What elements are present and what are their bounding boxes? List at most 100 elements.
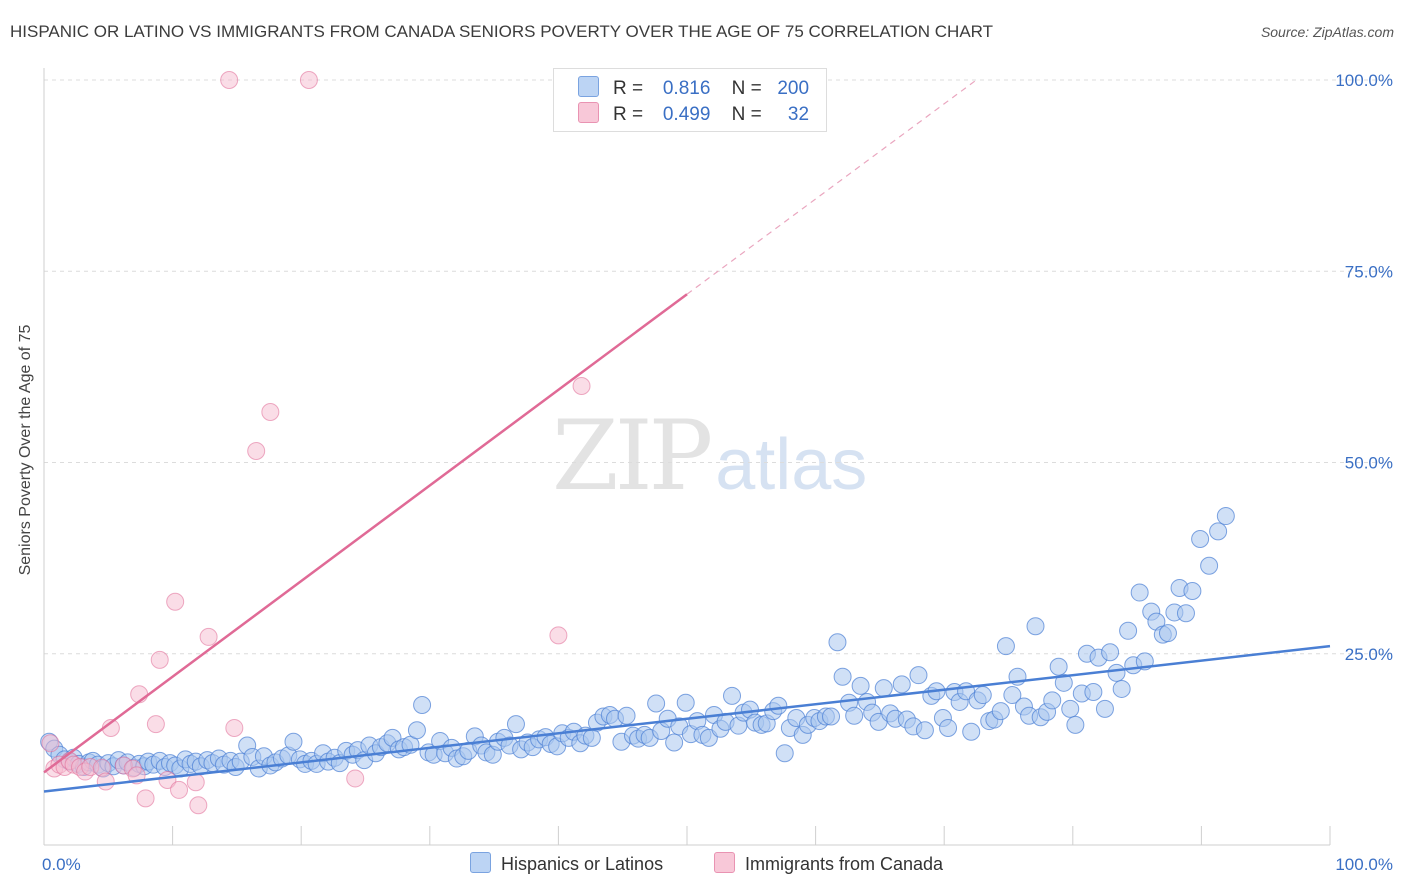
data-point-canada (199, 627, 218, 646)
watermark-zip: ZIP (552, 400, 713, 512)
data-point-canada (166, 592, 185, 611)
bottom-legend-canada: Immigrants from Canada (714, 852, 943, 875)
legend-r-label: R = (613, 78, 644, 99)
data-point-hispanics (1191, 530, 1210, 548)
data-point-hispanics (1183, 582, 1202, 601)
series-canada-points (41, 71, 591, 815)
legend-n-label: N = (731, 78, 762, 99)
data-point-hispanics (769, 696, 788, 715)
data-point-hispanics (1158, 624, 1177, 643)
data-point-hispanics (775, 744, 794, 763)
watermark: ZIPatlas (552, 400, 867, 512)
data-point-hispanics (996, 637, 1015, 656)
data-point-hispanics (1026, 617, 1045, 636)
data-point-hispanics (1049, 657, 1068, 676)
y-tick-label: 75.0% (1345, 262, 1393, 281)
data-point-canada (146, 715, 165, 734)
data-point-hispanics (851, 676, 870, 695)
legend-swatch-blue (578, 76, 599, 97)
data-point-canada (136, 789, 155, 808)
legend-swatch-pink (578, 102, 599, 123)
data-point-hispanics (1107, 663, 1126, 682)
legend-row-hispanics: R = 0.816 N = 200 (578, 76, 809, 100)
data-point-hispanics (582, 728, 601, 747)
data-point-hispanics (1003, 686, 1022, 705)
y-tick-label: 100.0% (1335, 71, 1393, 90)
bottom-legend-hispanics: Hispanics or Latinos (470, 852, 663, 875)
watermark-atlas: atlas (715, 425, 868, 505)
data-point-hispanics (1176, 604, 1195, 623)
y-tick-label: 25.0% (1345, 645, 1393, 664)
trend-lines (43, 79, 1331, 793)
data-point-hispanics (617, 706, 636, 725)
data-point-canada (220, 71, 239, 89)
data-point-hispanics (1112, 679, 1131, 698)
data-point-hispanics (407, 721, 426, 740)
chart-title: HISPANIC OR LATINO VS IMMIGRANTS FROM CA… (10, 22, 994, 41)
x-tick-label-max: 100.0% (1335, 855, 1393, 874)
y-tick-label: 50.0% (1345, 454, 1393, 473)
data-point-hispanics (822, 707, 841, 726)
data-point-hispanics (676, 693, 695, 712)
y-axis-label: Seniors Poverty Over the Age of 75 (16, 290, 36, 610)
data-point-hispanics (506, 715, 525, 734)
data-point-hispanics (909, 666, 928, 685)
data-point-hispanics (1101, 643, 1120, 662)
data-point-hispanics (973, 686, 992, 705)
data-point-hispanics (1061, 699, 1080, 718)
x-tick-label-min: 0.0% (42, 855, 81, 874)
trend-line-canada-extension (686, 79, 977, 295)
data-point-canada (186, 773, 205, 792)
data-point-hispanics (1084, 683, 1103, 701)
data-point-hispanics (1043, 691, 1062, 710)
data-point-hispanics (723, 686, 742, 705)
data-point-canada (572, 377, 591, 395)
data-point-canada (41, 734, 60, 753)
bottom-legend-swatch-pink (714, 852, 735, 873)
data-point-hispanics (892, 675, 911, 694)
data-point-hispanics (874, 679, 893, 698)
data-point-hispanics (1119, 621, 1138, 640)
bottom-legend-label-hispanics: Hispanics or Latinos (501, 854, 664, 874)
axes (43, 68, 1331, 846)
trend-line-canada (43, 293, 688, 774)
data-point-hispanics (962, 722, 981, 741)
legend-r-label: R = (613, 104, 644, 125)
data-point-hispanics (915, 721, 934, 740)
data-point-hispanics (1054, 673, 1073, 692)
data-point-canada (346, 769, 365, 788)
source-credit: Source: ZipAtlas.com (1260, 24, 1394, 40)
data-point-canada (261, 403, 280, 422)
correlation-legend: R = 0.816 N = 200 R = 0.499 N = 32 (553, 68, 827, 132)
data-point-hispanics (665, 733, 684, 752)
data-point-canada (170, 780, 189, 799)
data-point-canada (299, 71, 318, 89)
data-point-hispanics (1095, 699, 1114, 718)
data-point-canada (225, 718, 244, 737)
data-point-hispanics (1066, 715, 1085, 734)
legend-r-value: 0.816 (662, 78, 711, 99)
legend-row-canada: R = 0.499 N = 32 (578, 102, 809, 126)
tick-labels: 25.0% 50.0% 75.0% 100.0% 0.0% 100.0% (42, 71, 1393, 874)
data-point-canada (549, 626, 568, 645)
legend-n-label: N = (731, 104, 762, 125)
legend-n-value: 200 (777, 78, 810, 99)
data-point-canada (158, 770, 177, 789)
legend-n-value: 32 (787, 104, 810, 125)
trend-line-hispanics (43, 644, 1331, 793)
legend-r-value: 0.499 (662, 104, 711, 125)
data-point-canada (189, 796, 208, 815)
bottom-legend-swatch-blue (470, 852, 491, 873)
data-point-hispanics (1216, 507, 1235, 526)
bottom-legend-label-canada: Immigrants from Canada (745, 854, 944, 874)
data-point-hispanics (845, 706, 864, 725)
data-point-hispanics (991, 702, 1010, 721)
data-point-hispanics (828, 633, 847, 652)
data-point-hispanics (1200, 556, 1219, 575)
data-point-hispanics (939, 718, 958, 737)
y-axis-label-text: Seniors Poverty Over the Age of 75 (17, 324, 34, 576)
data-point-canada (247, 442, 266, 461)
data-point-hispanics (833, 667, 852, 686)
data-point-hispanics (284, 732, 303, 751)
